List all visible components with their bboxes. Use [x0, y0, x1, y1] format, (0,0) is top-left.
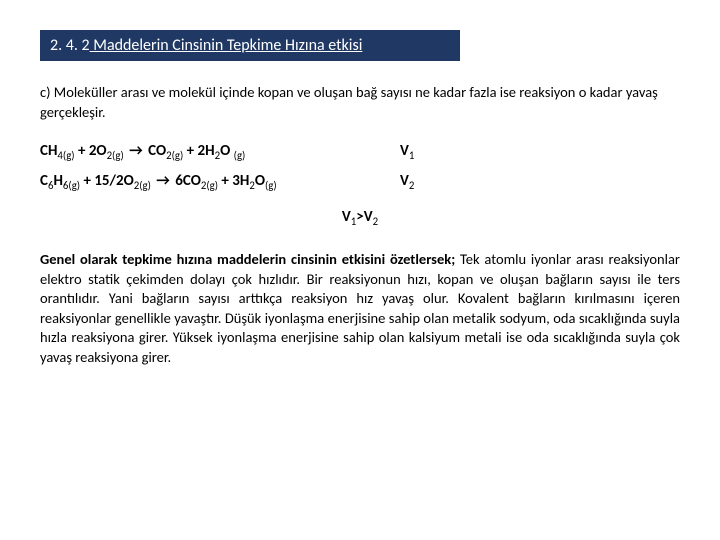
r1-rhs1: CO: [148, 142, 166, 160]
r1-plus2: + 2H: [183, 142, 214, 160]
reaction-2-equation: C6H6(g) + 15/2O2(g) → 6CO2(g) + 3H2O(g): [40, 172, 400, 190]
r2-plus1-sub: 2(g): [134, 179, 151, 192]
r1-rhs2-sub: (g): [234, 149, 246, 162]
reactions-block: CH4(g) + 2O2(g) → CO2(g) + 2H2O (g) V1 C…: [40, 142, 680, 190]
r2-rhs2: O: [255, 172, 265, 190]
r2-rhs1-sub: 2(g): [201, 179, 218, 192]
r2-plus2: + 3H: [218, 172, 249, 190]
r2-v-sub: 2: [409, 179, 414, 192]
summary-paragraph: Genel olarak tepkime hızına maddelerin c…: [40, 250, 680, 367]
section-number: 2. 4. 2: [50, 36, 90, 55]
r1-rhs2: O: [220, 142, 234, 160]
comp-s2: 2: [373, 215, 378, 228]
r1-arrow: →: [127, 142, 145, 160]
comp-v1: V: [342, 208, 351, 226]
reaction-2-rate: V2: [400, 172, 460, 190]
r1-v-label: V: [400, 142, 409, 160]
summary-lead: Genel olarak tepkime hızına maddelerin c…: [40, 250, 455, 268]
r1-rhs1-sub: 2(g): [166, 149, 183, 162]
r1-lhs1-sub: 4(g): [57, 149, 74, 162]
reaction-1-rate: V1: [400, 142, 460, 160]
r1-v-sub: 1: [409, 149, 414, 162]
r1-plus1-sub: 2(g): [107, 149, 124, 162]
r2-rhs2-sub: (g): [265, 179, 277, 192]
rate-comparison: V1>V2: [40, 208, 680, 226]
r1-plus1: + 2O: [75, 142, 107, 160]
comp-mid: >V: [356, 208, 372, 226]
r2-arrow: →: [154, 172, 172, 190]
r2-lhs2-sub: 6(g): [63, 179, 80, 192]
r2-plus1: + 15/2O: [80, 172, 134, 190]
reaction-1-equation: CH4(g) + 2O2(g) → CO2(g) + 2H2O (g): [40, 142, 400, 160]
r2-rhs1: 6CO: [175, 172, 201, 190]
r1-lhs1: CH: [40, 142, 57, 160]
r2-v-label: V: [400, 172, 409, 190]
section-title-box: 2. 4. 2 Maddelerin Cinsinin Tepkime Hızı…: [40, 30, 460, 61]
point-c-text: c) Moleküller arası ve molekül içinde ko…: [40, 83, 680, 122]
r2-lhs2: H: [53, 172, 62, 190]
r2-lhs1: C: [40, 172, 48, 190]
section-title-text: Maddelerin Cinsinin Tepkime Hızına etkis…: [90, 36, 363, 55]
